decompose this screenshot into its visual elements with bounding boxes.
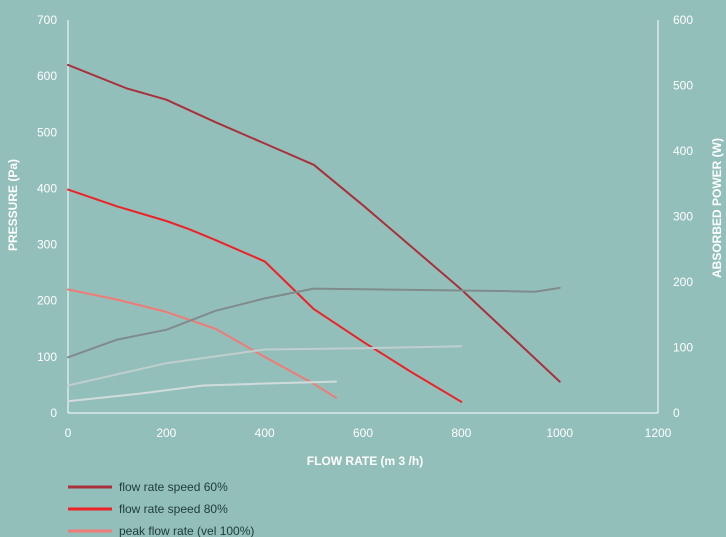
series-line-flow-rate-speed-60 xyxy=(67,63,561,383)
power-curve-power-lighter xyxy=(67,380,337,403)
legend: flow rate speed 60% flow rate speed 80% pe… xyxy=(68,480,254,537)
x-tick-label: 0 xyxy=(65,426,72,440)
y2-tick-label: 200 xyxy=(673,275,693,289)
y-axis-title: PRESSURE (Pa) xyxy=(6,159,20,251)
series-line-flow-rate-speed-80 xyxy=(67,188,463,403)
y-tick-label: 0 xyxy=(50,406,57,420)
legend-label: flow rate speed 80% xyxy=(119,502,228,516)
y-tick-label: 200 xyxy=(37,294,57,308)
y2-axis-title: ABSORBED POWER (W) xyxy=(710,138,724,278)
y-tick-label: 300 xyxy=(37,238,57,252)
x-tick-label: 800 xyxy=(451,426,471,440)
chart-axes xyxy=(67,20,659,414)
power-curve-power-dark xyxy=(67,286,561,359)
y2-tick-label: 500 xyxy=(673,79,693,93)
y2-tick-label: 0 xyxy=(673,406,680,420)
y2-tick-label: 400 xyxy=(673,144,693,158)
x-tick-label: 600 xyxy=(353,426,373,440)
x-tick-label: 1000 xyxy=(546,426,573,440)
tick-labels: 0 200 400 600 800 1000 12000100200300400500600… xyxy=(37,13,693,440)
x-tick-label: 1200 xyxy=(645,426,672,440)
y-tick-label: 700 xyxy=(37,13,57,27)
x-tick-label: 200 xyxy=(156,426,176,440)
y-tick-label: 400 xyxy=(37,181,57,195)
y2-tick-label: 300 xyxy=(673,210,693,224)
power-curve-power-light xyxy=(67,345,463,387)
y2-tick-label: 100 xyxy=(673,341,693,355)
legend-label: peak flow rate (vel 100%) xyxy=(119,524,254,537)
chart-series xyxy=(67,63,561,403)
y-tick-label: 600 xyxy=(37,69,57,83)
x-axis-title: FLOW RATE (m 3 /h) xyxy=(307,454,423,468)
y2-tick-label: 600 xyxy=(673,13,693,27)
legend-label: flow rate speed 60% xyxy=(119,480,228,494)
series-line-peak-flow-rate-vel-100 xyxy=(67,288,337,399)
y-tick-label: 100 xyxy=(37,350,57,364)
y-tick-label: 500 xyxy=(37,125,57,139)
x-tick-label: 400 xyxy=(255,426,275,440)
